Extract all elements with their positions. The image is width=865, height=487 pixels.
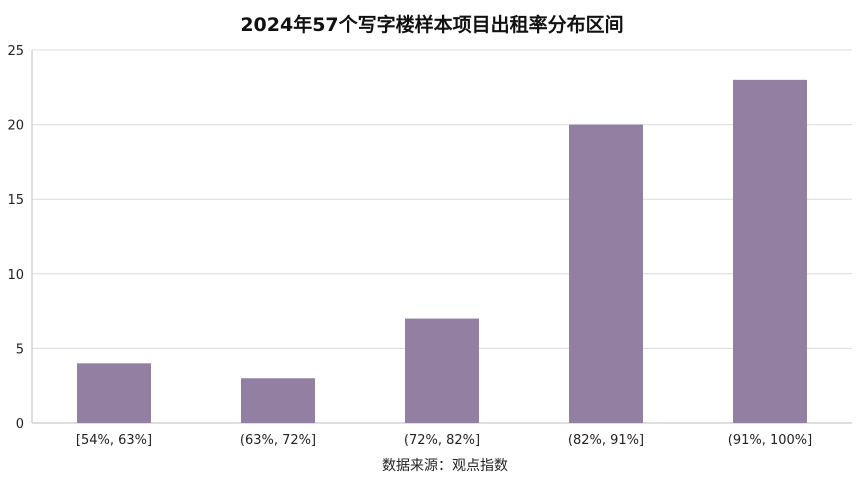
gridlines <box>31 49 852 424</box>
x-tick-label: (82%, 91%] <box>568 433 644 448</box>
x-tick-label: (63%, 72%] <box>240 433 316 448</box>
x-tick-label: (72%, 82%] <box>404 433 480 448</box>
x-tick-label: (91%, 100%] <box>728 433 812 448</box>
y-tick-label: 20 <box>7 119 24 134</box>
bar <box>241 378 315 423</box>
y-tick-label: 15 <box>7 193 24 208</box>
bar <box>77 363 151 423</box>
x-axis-ticks: [54%, 63%] (63%, 72%] (72%, 82%] (82%, 91%]… <box>76 433 812 448</box>
y-tick-label: 5 <box>16 342 24 357</box>
x-tick-label: [54%, 63%] <box>76 433 152 448</box>
bar <box>569 124 643 423</box>
y-axis-ticks: 0 5 10 15 20 25 <box>7 44 24 432</box>
y-tick-label: 25 <box>7 44 24 59</box>
bar <box>405 318 479 423</box>
source-note: 数据来源：观点指数 <box>382 458 508 474</box>
bars <box>77 79 807 423</box>
y-tick-label: 10 <box>7 268 24 283</box>
chart-title: 2024年57个写字楼样本项目出租率分布区间 <box>240 13 623 36</box>
bar <box>733 79 807 423</box>
y-tick-label: 0 <box>16 417 24 432</box>
